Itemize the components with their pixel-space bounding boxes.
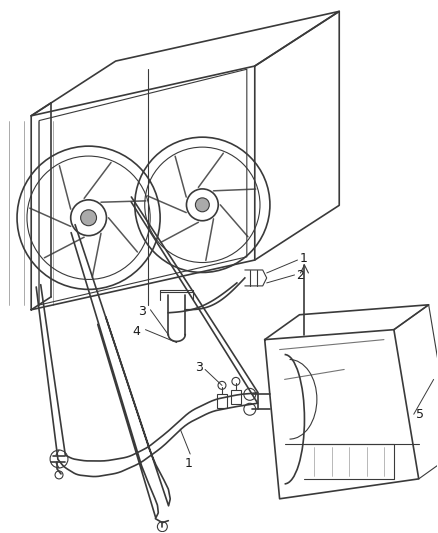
Bar: [217, 394, 227, 408]
Text: 3: 3: [138, 305, 145, 318]
Circle shape: [195, 198, 209, 212]
Text: 1: 1: [300, 252, 307, 264]
Text: 5: 5: [416, 408, 424, 421]
Circle shape: [81, 210, 96, 225]
Text: 1: 1: [184, 457, 192, 470]
Bar: [231, 390, 241, 404]
Text: 2: 2: [297, 270, 304, 282]
Text: 3: 3: [195, 361, 203, 374]
Text: 4: 4: [133, 325, 141, 338]
